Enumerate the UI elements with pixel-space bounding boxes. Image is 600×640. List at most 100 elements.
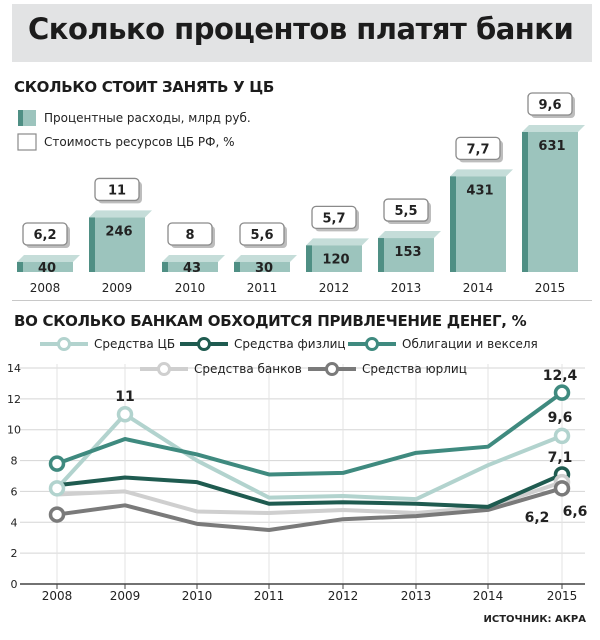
bar-top [162,255,225,262]
y-tick-label: 12 [7,393,21,406]
line-point [116,406,134,423]
x-tick-label: 2012 [328,589,359,603]
rate-box [239,222,285,246]
bar-left-edge [522,132,528,272]
bar [522,132,578,272]
bar-year-label: 2012 [319,281,350,295]
rate-box [383,198,429,222]
bar-left-edge [450,176,456,272]
bar [450,176,506,272]
rate-box [22,222,68,246]
page-title: Сколько процентов платят банки [28,12,574,46]
bar-year-label: 2008 [30,281,61,295]
rate-label: 6,2 [33,228,56,243]
line-point [553,427,571,445]
legend-marker-4 [325,362,339,376]
rate-label: 5,6 [250,228,273,243]
line-series-2 [56,391,564,477]
bar-year-label: 2011 [247,281,278,295]
x-tick-label: 2009 [110,589,141,603]
y-tick-label: 14 [7,362,21,375]
legend-label-expenses: Процентные расходы, млрд руб. [44,111,251,125]
legend-label-0: Средства ЦБ [94,337,175,351]
bar-value-label: 631 [538,139,565,154]
rate-label: 7,7 [466,142,489,157]
x-tick-label: 2010 [182,589,213,603]
point-value-label: 6,2 [525,510,550,526]
bar-left-edge [234,262,240,272]
section-divider [12,300,592,301]
point-value-label: 6,6 [563,504,588,520]
bar-value-label: 30 [255,261,273,276]
line-series-1 [56,472,563,509]
line-series-0 [55,412,563,502]
line-point [48,506,66,523]
bar-year-label: 2009 [102,281,133,295]
bar [234,262,290,272]
legend-marker-1 [197,337,211,351]
bar-top [306,238,369,246]
legend-label-rate: Стоимость ресурсов ЦБ РФ, % [44,135,234,149]
source-note: ИСТОЧНИК: АКРА [483,614,587,625]
y-tick-label: 10 [7,424,21,437]
legend-marker-2 [365,337,379,351]
bar-left-edge [306,245,312,272]
y-tick-label: 0 [11,578,18,591]
bar-top [234,255,297,262]
rate-box [94,177,140,202]
y-tick-label: 4 [11,516,18,529]
x-tick-label: 2011 [254,589,285,603]
x-tick-label: 2015 [547,589,578,603]
bar-year-label: 2015 [535,281,566,295]
bar-year-label: 2013 [391,281,422,295]
title-banner: Сколько процентов платят банки [12,4,592,62]
legend-label-1: Средства физлиц [234,337,346,351]
rate-box [167,222,213,246]
bar-value-label: 40 [38,261,56,276]
bar-top [522,125,585,132]
rate-label: 5,7 [322,211,345,226]
y-tick-label: 8 [11,455,18,468]
bar [89,217,145,272]
line-series-4 [56,486,563,532]
bar-top [450,169,513,177]
bar-value-label: 431 [466,183,493,198]
bar-top [17,255,80,262]
y-tick-label: 2 [11,547,18,560]
y-tick-label: 6 [11,485,18,498]
line-point [48,455,66,472]
point-value-label: 11 [115,389,134,405]
legend-marker-3 [157,362,171,376]
x-tick-label: 2008 [42,589,73,603]
section1-title: СКОЛЬКО СТОИТ ЗАНЯТЬ У ЦБ [14,78,275,96]
bar-left-edge [378,238,384,272]
rate-label: 5,5 [394,204,417,219]
legend-label-2: Облигации и векселя [402,337,538,351]
x-tick-label: 2014 [473,589,504,603]
point-value-label: 12,4 [543,368,578,384]
line-point [553,384,571,401]
legend-swatch-rate [17,133,37,151]
bar-value-label: 246 [105,224,132,239]
point-value-label: 9,6 [548,410,573,426]
rate-label: 9,6 [538,98,561,113]
bar-value-label: 120 [322,252,349,267]
bar-year-label: 2014 [463,281,494,295]
bar-value-label: 43 [183,261,201,276]
rate-box [527,92,573,116]
legend-label-3: Средства банков [194,362,302,376]
legend-marker-0 [57,337,71,351]
bar-value-label: 153 [394,245,421,260]
bar [378,238,434,272]
section2-title: ВО СКОЛЬКО БАНКАМ ОБХОДИТСЯ ПРИВЛЕЧЕНИЕ … [14,312,527,330]
line-point [553,480,571,497]
x-tick-label: 2013 [401,589,432,603]
legend-label-4: Средства юрлиц [362,362,467,376]
bar-top [378,231,441,239]
bar [306,245,362,272]
bar [162,262,218,272]
rate-label: 8 [185,228,194,243]
rate-box [455,136,501,161]
